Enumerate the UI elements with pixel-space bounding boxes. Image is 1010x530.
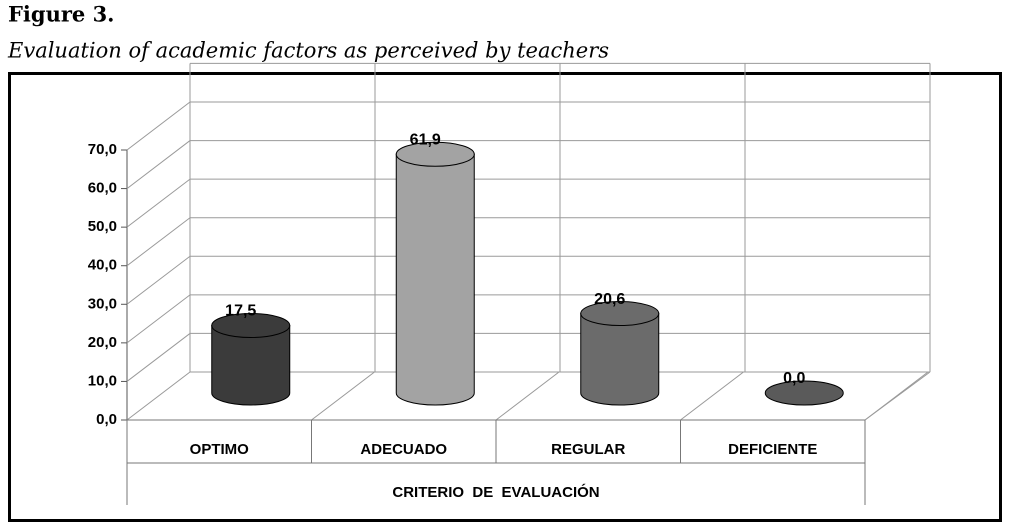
grid-line bbox=[126, 178, 191, 228]
chart-title: Figure 3. bbox=[8, 2, 115, 27]
grid-line bbox=[126, 101, 191, 151]
y-tick-label: 0,0 bbox=[96, 411, 117, 428]
value-label: 0,0 bbox=[783, 370, 805, 387]
grid-line bbox=[126, 140, 191, 189]
y-tick-label: 30,0 bbox=[88, 295, 117, 312]
y-tick-label: 20,0 bbox=[88, 334, 117, 351]
x-tick-label: REGULAR bbox=[551, 441, 625, 458]
x-tick-label: OPTIMO bbox=[190, 441, 249, 458]
value-label: 17,5 bbox=[225, 303, 256, 320]
floor-divider bbox=[495, 371, 560, 421]
floor-divider bbox=[311, 371, 375, 421]
grid-line bbox=[126, 217, 191, 267]
chart-subtitle: Evaluation of academic factors as percei… bbox=[7, 39, 609, 63]
y-tick-label: 60,0 bbox=[88, 180, 117, 197]
x-tick-label: DEFICIENTE bbox=[728, 441, 817, 458]
floor-divider bbox=[864, 371, 929, 421]
x-axis-title: CRITERIO DE EVALUACIÓN bbox=[392, 483, 599, 501]
chart-frame bbox=[8, 72, 1002, 522]
y-tick-label: 50,0 bbox=[88, 218, 117, 235]
floor-divider bbox=[680, 371, 744, 421]
cylinder-body bbox=[580, 313, 660, 406]
x-tick-label: ADECUADO bbox=[360, 441, 447, 458]
y-tick-label: 10,0 bbox=[88, 372, 117, 389]
y-tick-label: 40,0 bbox=[88, 257, 117, 274]
value-label: 20,6 bbox=[594, 291, 625, 308]
cylinder-top bbox=[764, 380, 844, 406]
cylinder-body bbox=[211, 325, 291, 406]
cylinder-body bbox=[395, 153, 475, 406]
value-label: 61,9 bbox=[410, 131, 441, 148]
grid-line bbox=[126, 371, 191, 421]
cylinder-top bbox=[211, 313, 291, 338]
cylinder-top bbox=[580, 301, 660, 327]
grid-line bbox=[126, 333, 191, 382]
grid-line bbox=[126, 294, 191, 344]
y-tick-label: 70,0 bbox=[88, 141, 117, 158]
cylinder-top bbox=[395, 141, 475, 167]
grid-line bbox=[126, 255, 191, 305]
